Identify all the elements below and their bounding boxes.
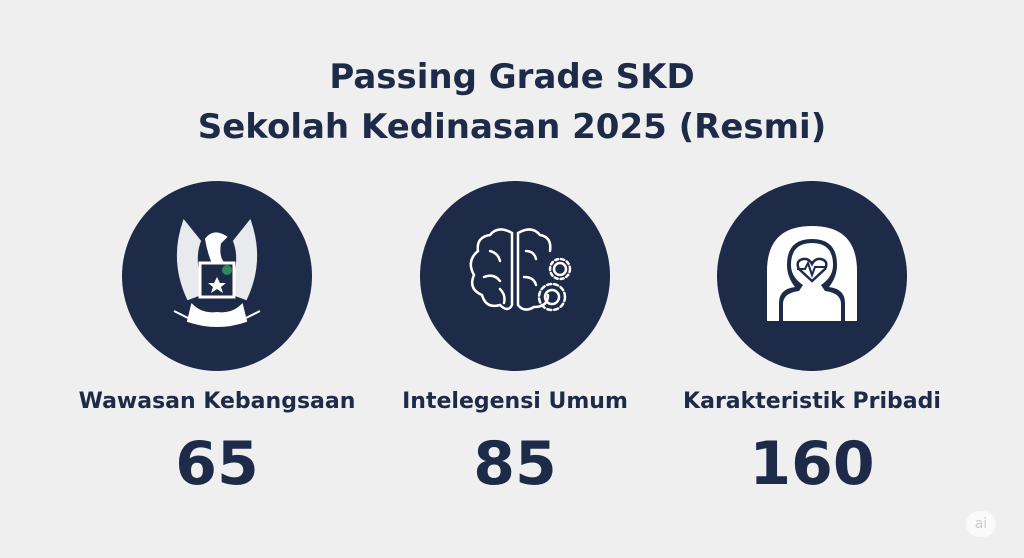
title-line-1: Passing Grade SKD xyxy=(329,57,695,97)
item-label: Intelegensi Umum xyxy=(402,389,628,414)
item-value: 85 xyxy=(473,429,557,499)
item-value: 65 xyxy=(175,429,259,499)
item-label: Karakteristik Pribadi xyxy=(683,389,941,414)
garuda-emblem-icon xyxy=(122,181,312,371)
card-intelegensi-umum: Intelegensi Umum 85 xyxy=(365,181,665,499)
person-heart-icon xyxy=(717,181,907,371)
card-karakteristik-pribadi: Karakteristik Pribadi 160 xyxy=(662,181,962,499)
brain-gears-icon xyxy=(420,181,610,371)
card-wawasan-kebangsaan: Wawasan Kebangsaan 65 xyxy=(67,181,367,499)
item-label: Wawasan Kebangsaan xyxy=(78,389,356,414)
item-value: 160 xyxy=(749,429,875,499)
ai-watermark: ai xyxy=(966,511,996,537)
title-line-2: Sekolah Kedinasan 2025 (Resmi) xyxy=(197,107,827,147)
